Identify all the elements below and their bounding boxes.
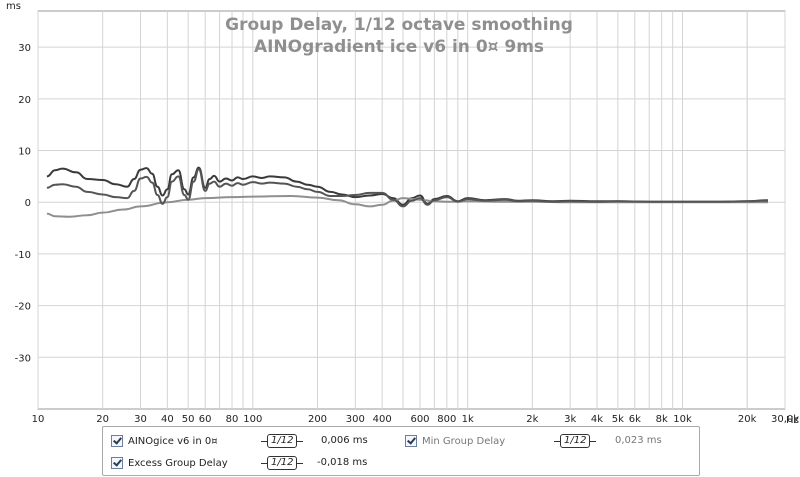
legend-checkbox-excess-group-delay[interactable] [111, 457, 123, 469]
x-tick-label: 600 [410, 414, 429, 425]
grid-lines [37, 11, 786, 409]
legend-value-min-group-delay: 0,023 ms [615, 435, 662, 446]
legend-item-min-group-delay[interactable]: Min Group Delay [405, 432, 505, 450]
x-tick-label: 80 [226, 414, 239, 425]
x-tick-label: 4k [591, 414, 603, 425]
x-tick-label: 100 [243, 414, 262, 425]
x-tick-label: 2k [526, 414, 538, 425]
x-tick-label: 10k [673, 414, 692, 425]
legend-checkbox-measurement[interactable] [111, 435, 123, 447]
x-tick-label: 5k [612, 414, 624, 425]
y-tick-label: 10 [18, 147, 31, 158]
smoothing-control-min-group-delay[interactable]: 1/12 [554, 433, 597, 449]
x-tick-label: 200 [308, 414, 327, 425]
y-tick-label: -20 [15, 302, 31, 313]
chart-subtitle: AINOgradient ice v6 in 0¤ 9ms [254, 37, 544, 57]
x-tick-label: 30,0k [771, 414, 799, 425]
smoothing-label: 1/12 [560, 434, 591, 448]
legend-panel: AINOgice v6 in 0¤ 1/12 0,006 ms Min Grou… [102, 426, 700, 476]
y-tick-label: 20 [18, 95, 31, 106]
x-tick-label: 30 [134, 414, 147, 425]
legend-label-min-group-delay: Min Group Delay [422, 435, 506, 447]
x-tick-label: 60 [199, 414, 212, 425]
legend-item-measurement[interactable]: AINOgice v6 in 0¤ [111, 432, 218, 450]
x-tick-label: 3k [564, 414, 576, 425]
y-tick-label: -30 [15, 353, 31, 364]
legend-item-excess-group-delay[interactable]: Excess Group Delay [111, 454, 228, 472]
x-axis-unit: Hz [786, 415, 799, 426]
y-tick-label: 0 [25, 198, 31, 209]
legend-label-excess-group-delay: Excess Group Delay [128, 457, 228, 469]
series-line-excess-group-delay [46, 168, 769, 208]
y-axis-unit: ms [6, 1, 21, 12]
legend-value-measurement: 0,006 ms [321, 435, 368, 446]
x-tick-labels: 10 20 30 40 50 60 80 100 200 300 400 600 800 1k 2k 3k 4k… [32, 414, 800, 425]
x-tick-label: 50 [182, 414, 195, 425]
y-tick-label: -10 [15, 250, 31, 261]
legend-value-excess-group-delay: -0,018 ms [317, 457, 368, 468]
smoothing-control-excess-group-delay[interactable]: 1/12 [261, 455, 304, 471]
smoothing-control-measurement[interactable]: 1/12 [261, 433, 304, 449]
x-tick-label: 6k [629, 414, 641, 425]
plot-area [37, 10, 786, 410]
x-tick-label: 8k [656, 414, 668, 425]
y-tick-label: 30 [18, 43, 31, 54]
legend-label-measurement: AINOgice v6 in 0¤ [128, 435, 218, 447]
legend-checkbox-min-group-delay[interactable] [405, 435, 417, 447]
x-tick-label: 20 [96, 414, 109, 425]
data-series [46, 166, 769, 218]
x-tick-label: 300 [346, 414, 365, 425]
x-tick-label: 20k [738, 414, 757, 425]
x-tick-label: 800 [437, 414, 456, 425]
smoothing-label: 1/12 [267, 434, 298, 448]
x-tick-label: 40 [161, 414, 174, 425]
x-tick-label: 400 [373, 414, 392, 425]
smoothing-label: 1/12 [267, 456, 298, 470]
x-tick-label: 10 [32, 414, 45, 425]
chart-title: Group Delay, 1/12 octave smoothing [225, 15, 573, 35]
x-tick-label: 1k [462, 414, 474, 425]
y-tick-labels: 30 20 10 0 -10 -20 -30 [15, 43, 31, 364]
